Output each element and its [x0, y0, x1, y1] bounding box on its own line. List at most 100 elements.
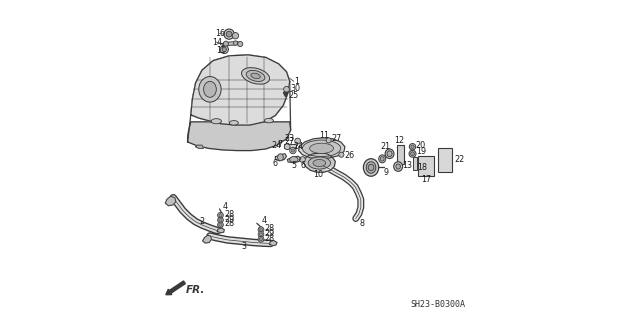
- Ellipse shape: [290, 157, 298, 162]
- Circle shape: [218, 217, 223, 223]
- Ellipse shape: [278, 154, 284, 161]
- Polygon shape: [218, 228, 224, 233]
- Bar: [438, 148, 452, 172]
- Ellipse shape: [313, 160, 326, 167]
- Circle shape: [218, 222, 223, 228]
- Circle shape: [284, 144, 290, 150]
- Circle shape: [222, 47, 227, 52]
- Text: 24: 24: [294, 142, 304, 151]
- Circle shape: [219, 214, 222, 217]
- Ellipse shape: [394, 162, 403, 171]
- Circle shape: [220, 45, 228, 54]
- Circle shape: [295, 138, 301, 144]
- Text: 6: 6: [301, 161, 306, 170]
- Polygon shape: [275, 154, 287, 161]
- Ellipse shape: [303, 140, 340, 157]
- Text: 3: 3: [241, 242, 246, 251]
- Ellipse shape: [310, 143, 333, 153]
- Ellipse shape: [379, 155, 386, 163]
- Ellipse shape: [368, 164, 374, 171]
- Text: 14: 14: [212, 38, 222, 47]
- Circle shape: [290, 147, 296, 154]
- Circle shape: [258, 236, 264, 242]
- Text: 25: 25: [289, 91, 299, 100]
- Ellipse shape: [211, 119, 221, 124]
- Circle shape: [339, 152, 344, 157]
- Text: 21: 21: [381, 142, 391, 151]
- Ellipse shape: [385, 149, 394, 159]
- Circle shape: [233, 41, 237, 45]
- Text: 12: 12: [394, 137, 404, 145]
- Circle shape: [219, 219, 222, 222]
- Circle shape: [300, 157, 305, 162]
- Ellipse shape: [380, 157, 384, 161]
- Ellipse shape: [229, 121, 238, 125]
- Text: 16: 16: [216, 29, 225, 38]
- Text: 17: 17: [421, 175, 431, 184]
- Ellipse shape: [204, 81, 216, 97]
- Ellipse shape: [251, 73, 260, 79]
- Circle shape: [219, 223, 222, 226]
- Text: 26: 26: [344, 151, 355, 160]
- Circle shape: [218, 212, 223, 218]
- Text: 13: 13: [403, 161, 412, 170]
- Ellipse shape: [396, 164, 401, 169]
- Text: 1: 1: [294, 77, 300, 86]
- Ellipse shape: [366, 162, 376, 173]
- Ellipse shape: [199, 77, 221, 102]
- Circle shape: [258, 232, 264, 237]
- Polygon shape: [196, 145, 204, 148]
- Ellipse shape: [364, 159, 379, 176]
- Circle shape: [259, 228, 262, 231]
- Text: 24: 24: [271, 141, 282, 150]
- Text: 6: 6: [272, 159, 277, 168]
- Polygon shape: [269, 241, 277, 246]
- Polygon shape: [165, 196, 176, 206]
- Circle shape: [291, 149, 294, 152]
- Bar: [419, 156, 433, 176]
- Circle shape: [259, 233, 262, 236]
- Text: 23: 23: [284, 134, 294, 143]
- Text: 15: 15: [216, 46, 227, 55]
- Text: 29: 29: [224, 215, 234, 224]
- Text: 7: 7: [277, 140, 282, 149]
- Polygon shape: [287, 156, 301, 163]
- Polygon shape: [191, 55, 290, 125]
- Text: 4: 4: [262, 216, 267, 225]
- Text: 28: 28: [265, 224, 275, 233]
- Circle shape: [223, 41, 228, 46]
- Text: 5: 5: [291, 161, 296, 170]
- Circle shape: [411, 145, 414, 148]
- Text: 27: 27: [284, 137, 294, 146]
- Circle shape: [226, 31, 232, 37]
- Text: 4: 4: [223, 202, 228, 211]
- Circle shape: [258, 227, 264, 233]
- Bar: [397, 145, 404, 164]
- Text: 27: 27: [331, 134, 341, 143]
- Circle shape: [411, 152, 415, 156]
- Text: 28: 28: [224, 219, 234, 228]
- Circle shape: [224, 29, 234, 39]
- Circle shape: [410, 144, 416, 150]
- Text: 28: 28: [265, 234, 275, 243]
- Text: 28: 28: [224, 210, 234, 219]
- Circle shape: [259, 238, 262, 241]
- Polygon shape: [299, 138, 345, 159]
- Polygon shape: [303, 153, 335, 172]
- Text: SH23-B0300A: SH23-B0300A: [410, 300, 465, 309]
- Ellipse shape: [246, 70, 265, 81]
- Ellipse shape: [241, 68, 269, 84]
- Text: 30: 30: [291, 84, 301, 93]
- Text: 8: 8: [360, 219, 365, 228]
- Polygon shape: [203, 235, 212, 243]
- Ellipse shape: [387, 151, 392, 157]
- Text: FR.: FR.: [186, 285, 205, 294]
- Circle shape: [409, 150, 416, 157]
- Text: 10: 10: [313, 170, 323, 179]
- Circle shape: [284, 86, 289, 92]
- Text: 29: 29: [265, 229, 275, 238]
- Polygon shape: [188, 122, 291, 151]
- Text: 11: 11: [319, 131, 329, 140]
- Polygon shape: [221, 41, 240, 46]
- Text: 18: 18: [418, 163, 428, 172]
